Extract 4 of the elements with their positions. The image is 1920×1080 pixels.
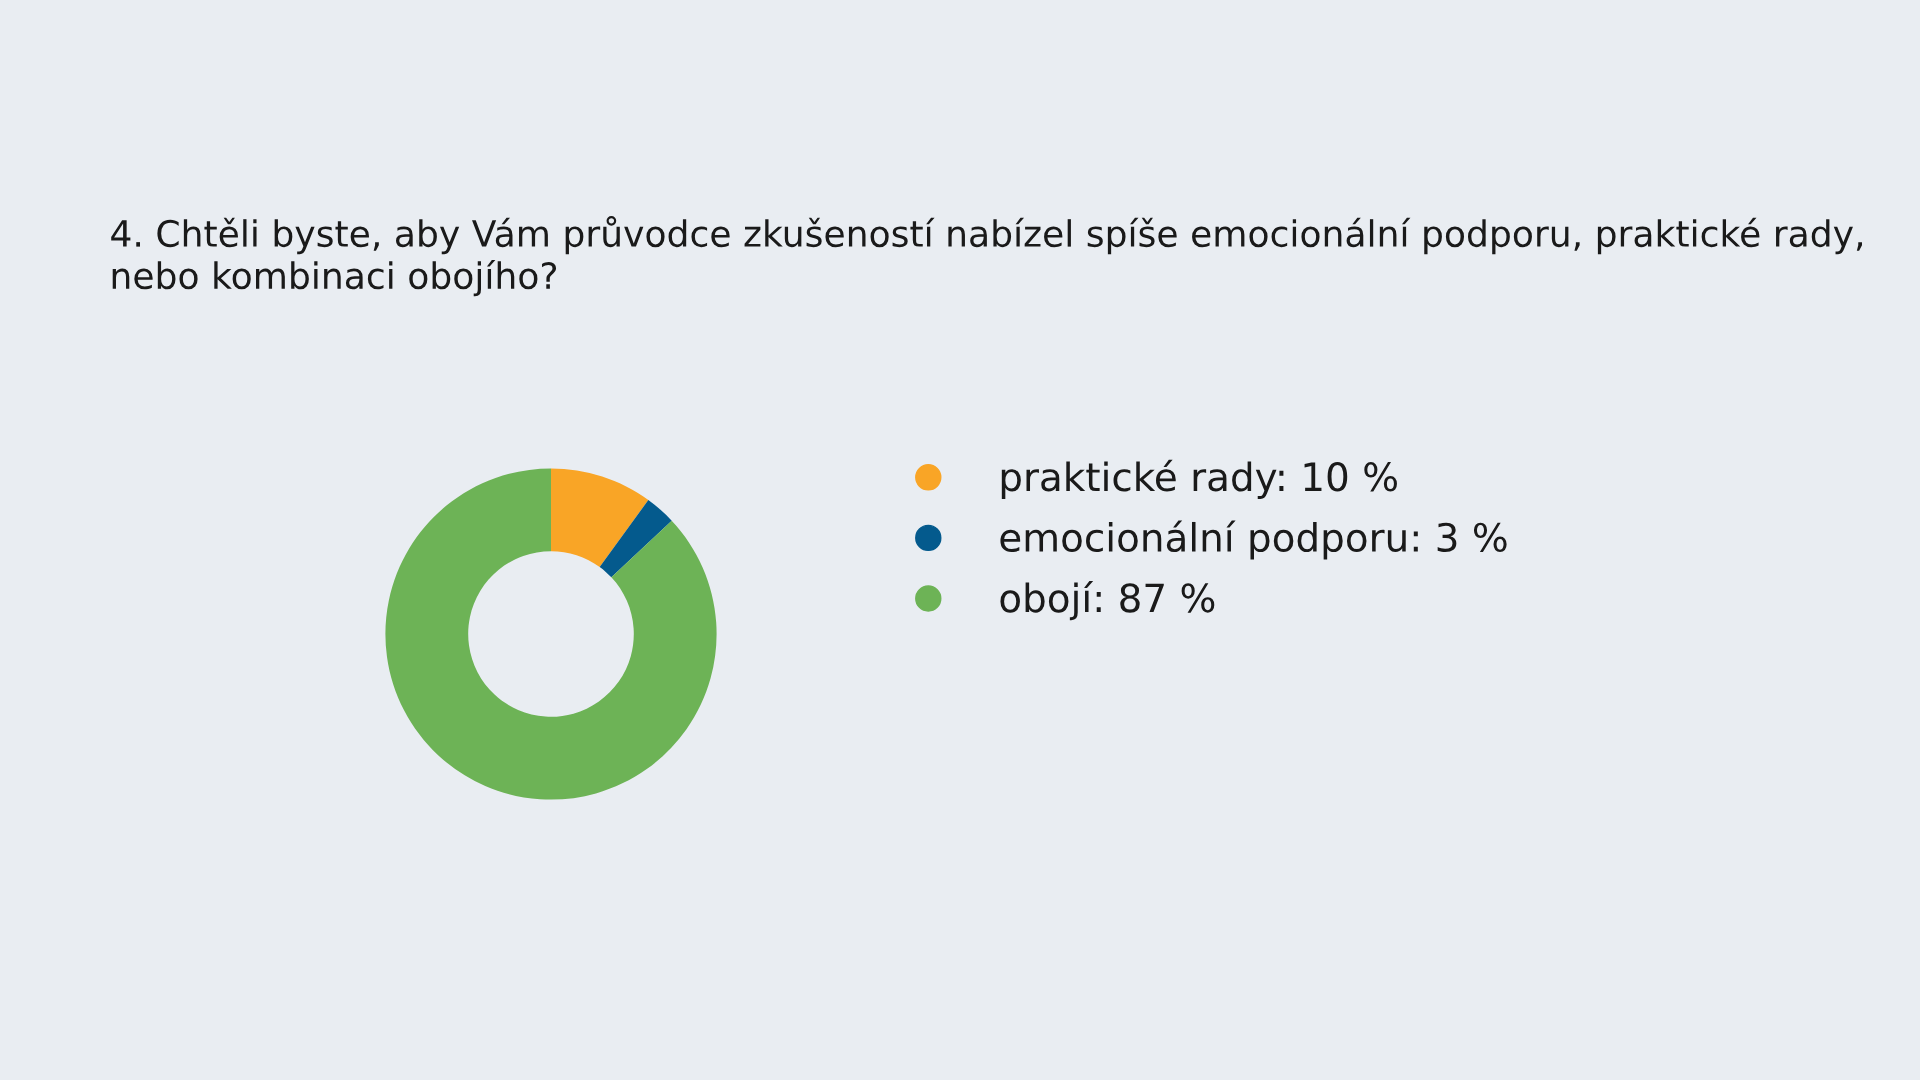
legend-label: emocionální podporu: 3 %: [1000, 520, 1507, 560]
legend-label: praktické rady: 10 %: [1001, 459, 1397, 500]
chart-title: 4. Chtěli byste, aby Vám průvodce zkušeností nabízel spíše emocionální podporu, praktické rady, nebo kombinaci obojího?: [111, 216, 1862, 297]
legend-label: obojí: 87 %: [1000, 580, 1215, 621]
